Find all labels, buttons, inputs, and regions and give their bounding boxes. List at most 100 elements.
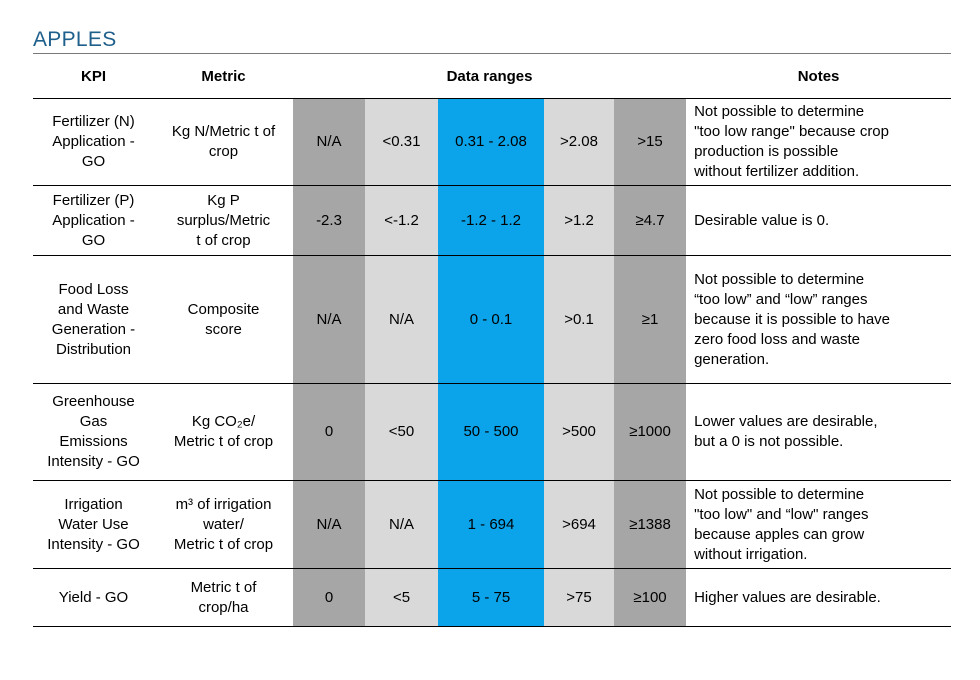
kpi-cell: Fertilizer (P) Application - GO	[33, 185, 154, 256]
metric-line: Kg P	[207, 191, 240, 209]
metric-line: Metric t of	[190, 578, 257, 596]
metric-line: Metric t of crop	[173, 433, 274, 450]
range-cell-3: 5 - 75	[438, 568, 544, 627]
header-data-ranges: Data ranges	[293, 54, 687, 99]
kpi-cell: Irrigation Water Use Intensity - GO	[33, 480, 154, 569]
range-cell-2: <-1.2	[365, 185, 438, 256]
range-cell-1: N/A	[293, 480, 365, 569]
range-cell-2: <0.31	[365, 98, 438, 186]
range-cell-4: >2.08	[544, 98, 614, 186]
kpi-line: Generation -	[51, 320, 136, 338]
kpi-line: Distribution	[55, 340, 132, 358]
notes-line: Desirable value is 0.	[694, 211, 830, 229]
range-cell-4: >1.2	[544, 185, 614, 256]
notes-cell: Not possible to determine "too low" and “…	[686, 480, 952, 569]
kpi-line: Emissions	[59, 433, 128, 450]
kpi-cell: Yield - GO	[33, 568, 154, 627]
notes-line: without fertilizer addition.	[694, 163, 860, 180]
notes-line: Lower values are desirable,	[694, 413, 878, 430]
notes-line: without irrigation.	[694, 545, 808, 563]
metric-cell: m³ of irrigation water/Metric t of crop	[154, 480, 293, 569]
notes-line: "too low" and “low" ranges	[694, 505, 869, 523]
header-metric: Metric	[154, 54, 293, 99]
range-cell-1: 0	[293, 383, 365, 481]
kpi-cell: Greenhouse Gas Emissions Intensity - GO	[33, 383, 154, 481]
kpi-cell: Food Loss and Waste Generation - Distributi…	[33, 255, 154, 384]
range-cell-3: 0.31 - 2.08	[438, 98, 544, 186]
metric-line: m³ of irrigation	[175, 495, 272, 513]
range-cell-1: N/A	[293, 255, 365, 384]
notes-line: generation.	[694, 350, 770, 368]
kpi-line: GO	[81, 153, 106, 170]
table-row: Fertilizer (N) Application - GO Kg N/Metric…	[33, 98, 952, 186]
kpi-line: Intensity - GO	[47, 453, 140, 470]
kpi-line: Water Use	[58, 515, 129, 533]
range-cell-3: -1.2 - 1.2	[438, 185, 544, 256]
range-cell-1: -2.3	[293, 185, 365, 256]
metric-line: Composite	[187, 300, 260, 318]
kpi-line: Food Loss	[58, 280, 129, 298]
range-cell-3: 50 - 500	[438, 383, 544, 481]
kpi-line: Yield - GO	[58, 588, 129, 606]
kpi-line: Application -	[52, 211, 135, 229]
header-kpi: KPI	[33, 54, 154, 99]
table-row: Irrigation Water Use Intensity - GO m³ of i…	[33, 480, 952, 569]
notes-cell: Not possible to determine "too low range"…	[686, 98, 952, 186]
notes-line: zero food loss and waste	[694, 330, 860, 348]
kpi-line: Gas	[79, 413, 108, 430]
metric-line: Metric t of crop	[173, 535, 274, 553]
kpi-cell: Fertilizer (N) Application - GO	[33, 98, 154, 186]
kpi-line: and Waste	[57, 300, 130, 318]
metric-line: crop/ha	[198, 598, 249, 616]
range-cell-3: 0 - 0.1	[438, 255, 544, 384]
header-row: KPI Metric Data ranges Notes	[33, 54, 952, 99]
metric-line: water/	[203, 515, 244, 533]
notes-line: Not possible to determine	[694, 270, 865, 288]
metric-cell: Composite score	[154, 255, 293, 384]
metric-cell: Metric t of crop/ha	[154, 568, 293, 627]
title-divider	[33, 53, 951, 54]
kpi-line: Fertilizer (N)	[52, 113, 135, 130]
range-cell-5: >15	[614, 98, 687, 186]
range-cell-5: ≥1388	[614, 480, 687, 569]
metric-line: Kg N/Metric t of	[171, 123, 276, 140]
notes-cell: Lower values are desirable, but a 0 is no…	[686, 383, 952, 481]
range-cell-5: ≥1000	[614, 383, 687, 481]
metric-cell: Kg P surplus/Metric t of crop	[154, 185, 293, 256]
table-row: Greenhouse Gas Emissions Intensity - GO Kg C…	[33, 383, 952, 481]
notes-line: “too low” and “low” ranges	[694, 290, 868, 308]
notes-line: production is possible	[694, 143, 839, 160]
kpi-line: Intensity - GO	[47, 535, 140, 553]
range-cell-5: ≥1	[614, 255, 687, 384]
notes-cell: Higher values are desirable.	[686, 568, 952, 627]
notes-line: because apples can grow	[694, 525, 865, 543]
range-cell-2: <5	[365, 568, 438, 627]
kpi-line: Greenhouse	[52, 393, 135, 410]
range-cell-2: N/A	[365, 255, 438, 384]
metric-line: crop	[208, 143, 239, 160]
notes-cell: Not possible to determine “too low” and “…	[686, 255, 952, 384]
range-cell-5: ≥4.7	[614, 185, 687, 256]
kpi-line: GO	[81, 231, 106, 249]
header-notes: Notes	[686, 54, 952, 99]
range-cell-4: >0.1	[544, 255, 614, 384]
range-cell-2: <50	[365, 383, 438, 481]
notes-line: Not possible to determine	[694, 485, 865, 503]
metric-line: surplus/Metric	[176, 211, 271, 229]
page-title: APPLES	[33, 28, 117, 51]
range-cell-4: >500	[544, 383, 614, 481]
kpi-line: Application -	[52, 133, 135, 150]
table-row: Yield - GO Metric t of crop/ha 0 <5 5 - 75 >75…	[33, 568, 952, 627]
notes-line: Not possible to determine	[694, 103, 865, 120]
notes-cell: Desirable value is 0.	[686, 185, 952, 256]
notes-line: "too low range" because crop	[694, 123, 889, 140]
range-cell-2: N/A	[365, 480, 438, 569]
metric-cell: Kg CO₂e/Metric t of crop	[154, 383, 293, 481]
kpi-line: Fertilizer (P)	[52, 191, 135, 209]
notes-line: Higher values are desirable.	[694, 588, 881, 606]
table-row: Food Loss and Waste Generation - Distributi…	[33, 255, 952, 384]
metric-line: score	[205, 320, 242, 338]
range-cell-3: 1 - 694	[438, 480, 544, 569]
range-cell-5: ≥100	[614, 568, 687, 627]
kpi-line: Irrigation	[64, 495, 123, 513]
